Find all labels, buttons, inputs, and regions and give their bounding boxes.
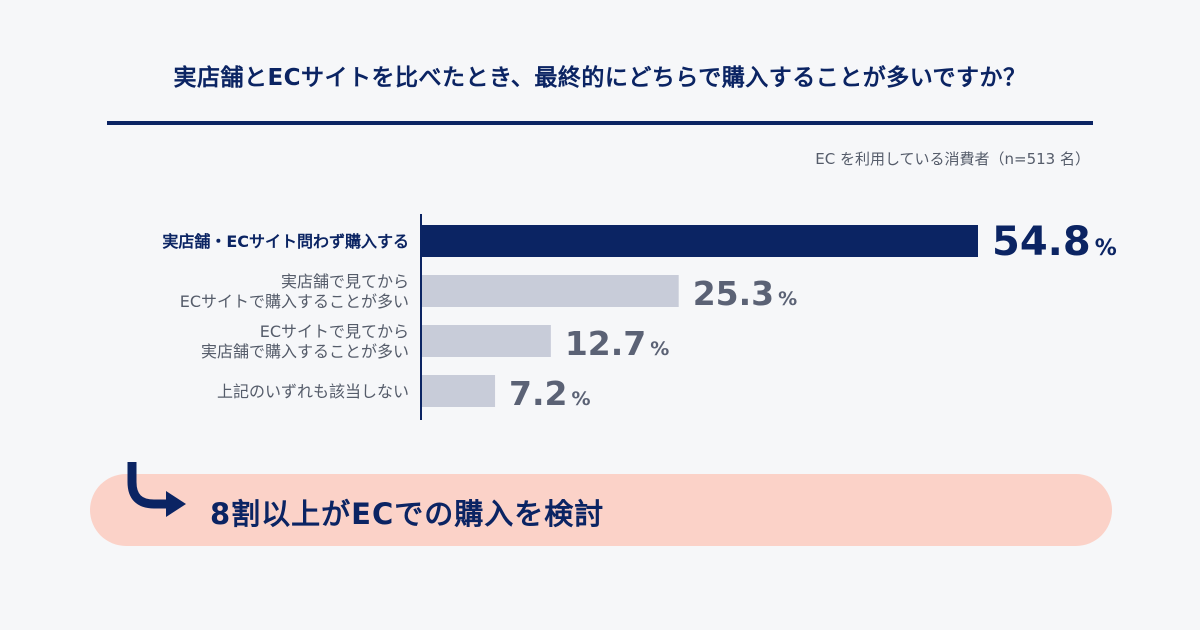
bar (422, 325, 551, 357)
data-label: 7.2% (509, 374, 591, 413)
category-label: ECサイトで見てから実店舗で購入することが多い (201, 322, 409, 361)
curved-arrow-icon (127, 462, 186, 517)
data-label: 12.7% (565, 324, 669, 363)
category-label: 実店舗・ECサイト問わず購入する (162, 232, 409, 251)
title-underline (107, 121, 1093, 125)
category-label: 実店舗で見てから ECサイトで購入することが多い (180, 272, 409, 311)
sample-note: EC を利用している消費者（n=513 名） (815, 150, 1090, 168)
bar (422, 375, 496, 407)
data-label: 54.8% (992, 219, 1117, 265)
data-label: 25.3% (693, 274, 797, 313)
bar (422, 225, 978, 257)
callout-banner (90, 474, 1112, 546)
callout-text: 8割以上がECでの購入を検討 (210, 497, 605, 531)
category-label: 上記のいずれも該当しない (217, 382, 409, 401)
chart-title: 実店舗とECサイトを比べたとき、最終的にどちらで購入することが多いですか？ (173, 65, 1027, 91)
bar (422, 275, 679, 307)
